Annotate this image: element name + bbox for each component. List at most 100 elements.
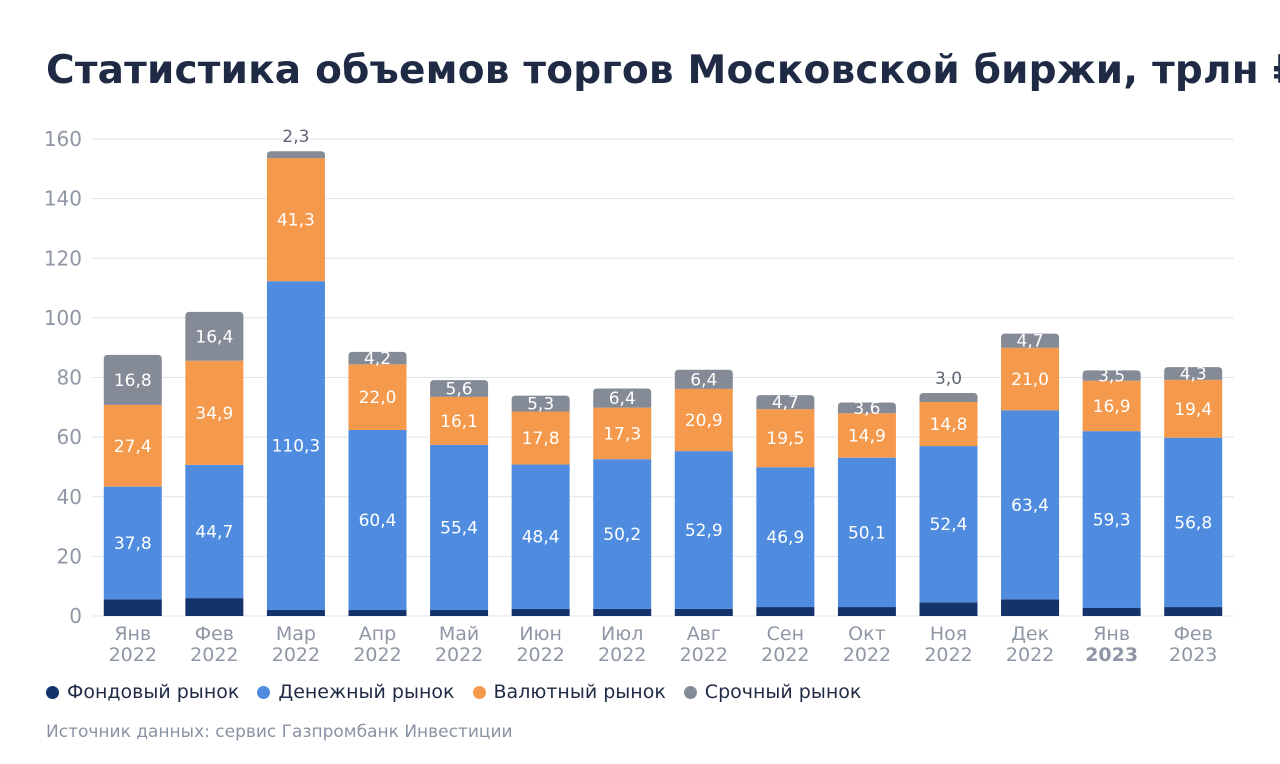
x-tick-label-year: 2022 <box>435 644 483 666</box>
data-label: 3,5 <box>1098 367 1125 387</box>
bar-segment-derivatives <box>266 151 325 159</box>
bar-segment-money <box>430 444 489 611</box>
data-label: 16,1 <box>440 412 478 432</box>
data-label: 110,3 <box>272 437 321 457</box>
bar-segment-stock <box>837 607 896 616</box>
y-tick-label: 40 <box>57 485 82 509</box>
legend-label-fx: Валютный рынок <box>493 681 666 703</box>
data-label: 27,4 <box>114 437 152 457</box>
x-tick-label-month: Дек <box>1011 623 1049 645</box>
bar-segment-money <box>674 451 733 609</box>
bar-segment-money <box>1082 431 1141 608</box>
y-tick-label: 60 <box>57 425 82 449</box>
legend-dot-money <box>257 685 271 699</box>
data-label: 17,8 <box>522 429 560 449</box>
data-label: 34,9 <box>195 404 233 424</box>
bar-segment-stock <box>348 610 407 616</box>
chart-title: Статистика объемов торгов Московской бир… <box>46 48 1280 93</box>
x-tick-label-month: Сен <box>767 623 804 645</box>
x-tick-label-year: 2022 <box>843 644 891 666</box>
data-label: 60,4 <box>359 511 397 531</box>
y-tick-label: 140 <box>44 187 82 211</box>
data-label: 21,0 <box>1011 370 1049 390</box>
bar-segment-money <box>756 467 815 608</box>
bar-segment-fx <box>674 388 733 452</box>
data-label: 14,8 <box>930 415 968 435</box>
y-tick-label: 160 <box>44 127 82 151</box>
data-label: 17,3 <box>603 424 641 444</box>
x-tick-label-year: 2022 <box>190 644 238 666</box>
x-tick-label-year: 2022 <box>516 644 564 666</box>
bar-segment-fx <box>756 409 815 468</box>
x-tick-label-year: 2022 <box>1006 644 1054 666</box>
x-tick-label-year: 2022 <box>353 644 401 666</box>
data-label: 16,9 <box>1093 397 1131 417</box>
data-label: 4,7 <box>1017 332 1044 352</box>
data-label: 5,6 <box>446 380 473 400</box>
bar-segment-derivatives <box>1082 370 1141 381</box>
data-label: 46,9 <box>766 528 804 548</box>
x-tick-label-year: 2023 <box>1085 644 1138 666</box>
bar-segment-stock <box>593 608 652 616</box>
data-label: 63,4 <box>1011 496 1049 516</box>
data-label: 22,0 <box>359 388 397 408</box>
x-tick-label-month: Янв <box>1093 623 1130 645</box>
x-tick-label-month: Фев <box>1174 623 1213 645</box>
bar-segment-stock <box>430 610 489 616</box>
x-tick-label-month: Июл <box>601 623 643 645</box>
bar-segment-derivatives <box>837 402 896 414</box>
data-label: 16,8 <box>114 371 152 391</box>
y-tick-label: 120 <box>44 246 82 270</box>
bar-segment-derivatives <box>593 388 652 408</box>
x-tick-label-year: 2022 <box>924 644 972 666</box>
legend-item-fx: Валютный рынок <box>472 681 666 703</box>
bar-segment-derivatives <box>1001 333 1060 348</box>
legend-dot-derivatives <box>683 685 697 699</box>
x-tick-label-month: Янв <box>114 623 151 645</box>
data-label: 52,9 <box>685 521 723 541</box>
data-label: 41,3 <box>277 211 315 231</box>
bar-segment-derivatives <box>430 380 489 397</box>
data-label: 48,4 <box>522 528 560 548</box>
bar-segment-fx <box>266 158 325 282</box>
legend-item-stock: Фондовый рынок <box>46 681 239 703</box>
data-label: 50,2 <box>603 525 641 545</box>
bar-segment-stock <box>185 598 244 616</box>
data-label: 3,0 <box>935 369 962 389</box>
x-tick-label-year: 2022 <box>272 644 320 666</box>
data-label: 55,4 <box>440 518 478 538</box>
bar-segment-money <box>185 464 244 599</box>
data-label: 50,1 <box>848 523 886 543</box>
bar-segment-fx <box>103 404 162 487</box>
x-tick-label-year: 2022 <box>598 644 646 666</box>
x-tick-label-month: Мар <box>276 623 316 645</box>
bar-segment-stock <box>756 607 815 616</box>
bar-segment-derivatives <box>348 351 407 365</box>
legend-label-stock: Фондовый рынок <box>67 681 240 703</box>
bar-segment-stock <box>674 608 733 616</box>
y-tick-label: 0 <box>69 604 82 628</box>
legend-label-derivatives: Срочный рынок <box>704 681 862 703</box>
bar-segment-stock <box>266 610 325 616</box>
x-tick-label-year: 2022 <box>680 644 728 666</box>
data-label: 5,3 <box>527 395 554 415</box>
x-tick-label-month: Май <box>439 623 479 645</box>
data-label: 56,8 <box>1174 513 1212 533</box>
bar-segment-fx <box>430 396 489 445</box>
x-tick-label-month: Июн <box>519 623 562 645</box>
data-label: 20,9 <box>685 411 723 431</box>
x-tick-label-month: Фев <box>195 623 234 645</box>
bar-segment-fx <box>919 401 978 447</box>
legend-dot-fx <box>472 685 486 699</box>
data-label: 4,3 <box>1180 364 1207 384</box>
x-tick-label-year: 2022 <box>109 644 157 666</box>
bar-segment-fx <box>837 413 896 458</box>
bar-segment-fx <box>1082 380 1141 432</box>
data-label: 6,4 <box>609 389 636 409</box>
bar-segment-fx <box>1164 379 1223 438</box>
x-tick-label-month: Окт <box>848 623 886 645</box>
data-label: 52,4 <box>930 515 968 535</box>
x-tick-label-year: 2023 <box>1169 644 1217 666</box>
bar-segment-fx <box>1001 347 1060 411</box>
